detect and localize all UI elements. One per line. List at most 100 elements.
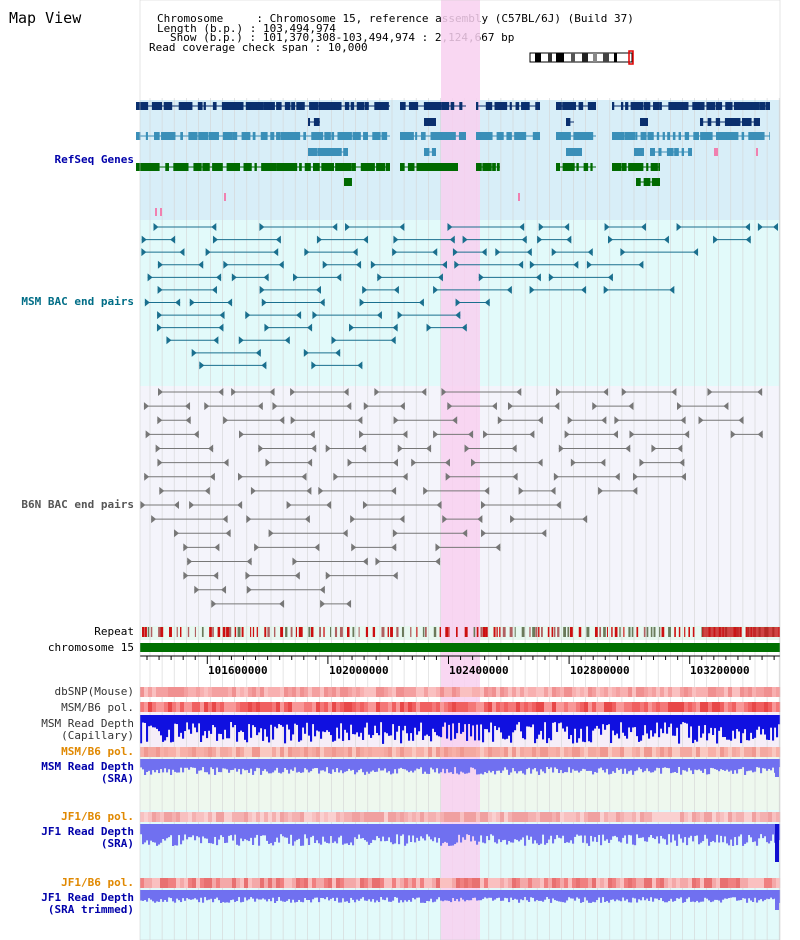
refseq-genes-track[interactable] bbox=[136, 102, 770, 216]
depth-bin bbox=[408, 715, 411, 741]
gene-exon bbox=[621, 163, 627, 171]
bac-end bbox=[481, 248, 487, 257]
depth-bin bbox=[764, 715, 767, 735]
polymorphism-bin bbox=[700, 747, 705, 757]
depth-bin bbox=[384, 715, 387, 733]
depth-bin bbox=[360, 715, 363, 733]
polymorphism-bin bbox=[268, 687, 273, 697]
depth-bin bbox=[528, 824, 531, 840]
polymorphism-bin bbox=[440, 878, 445, 888]
msm-capillary-depth-track[interactable] bbox=[140, 715, 781, 744]
depth-bin bbox=[640, 890, 643, 901]
polymorphism-bin bbox=[412, 812, 417, 822]
bac-end bbox=[301, 472, 307, 481]
gene-exon bbox=[715, 102, 723, 110]
repeat-track[interactable] bbox=[142, 627, 780, 637]
msm-sra-depth-label[interactable]: MSM Read Depth bbox=[41, 760, 134, 773]
polymorphism-bin bbox=[288, 687, 293, 697]
jf1-pol-label-2[interactable]: JF1/B6 pol. bbox=[61, 876, 134, 889]
depth-bin bbox=[302, 715, 305, 728]
depth-bin bbox=[596, 715, 599, 726]
depth-bin bbox=[376, 824, 379, 837]
depth-bin bbox=[582, 824, 585, 843]
depth-bin bbox=[222, 824, 225, 838]
polymorphism-bin bbox=[640, 878, 645, 888]
depth-bin bbox=[230, 824, 233, 836]
msm-b6-pol-track-1[interactable] bbox=[140, 702, 781, 712]
jf1-pol-label-1[interactable]: JF1/B6 pol. bbox=[61, 810, 134, 823]
depth-bin bbox=[464, 759, 467, 774]
depth-bin bbox=[572, 759, 575, 770]
msm-bac-label[interactable]: MSM BAC end pairs bbox=[21, 295, 134, 308]
polymorphism-bin bbox=[320, 702, 325, 712]
jf1-trimmed-depth-label[interactable]: JF1 Read Depth bbox=[41, 891, 134, 904]
polymorphism-bin bbox=[572, 747, 577, 757]
bac-end bbox=[216, 273, 222, 282]
bac-end bbox=[157, 458, 163, 467]
dbsnp-label[interactable]: dbSNP(Mouse) bbox=[54, 685, 134, 698]
jf1-sra-depth-track[interactable] bbox=[140, 824, 781, 862]
depth-bin bbox=[284, 715, 287, 744]
depth-bin bbox=[250, 759, 253, 769]
polymorphism-bin bbox=[708, 878, 713, 888]
polymorphism-bin bbox=[744, 687, 749, 697]
depth-bin bbox=[642, 824, 645, 838]
axis-tick-label: 101600000 bbox=[208, 664, 268, 677]
msm-pol-label-1[interactable]: MSM/B6 pol. bbox=[61, 701, 134, 714]
bac-end bbox=[316, 235, 322, 244]
bac-end bbox=[426, 323, 432, 332]
depth-bin bbox=[446, 824, 449, 843]
msm-sra-depth-track[interactable] bbox=[140, 759, 781, 777]
polymorphism-bin bbox=[692, 747, 697, 757]
jf1-sra-trimmed-depth-track[interactable] bbox=[140, 890, 781, 910]
repeat-element bbox=[445, 627, 449, 637]
depth-bin bbox=[306, 759, 309, 770]
bac-end bbox=[641, 223, 647, 231]
msm-b6-pol-track-2[interactable] bbox=[140, 747, 781, 757]
polymorphism-bin bbox=[560, 812, 565, 822]
b6n-bac-label[interactable]: B6N BAC end pairs bbox=[21, 498, 134, 511]
depth-bin bbox=[460, 715, 463, 734]
depth-bin bbox=[286, 890, 289, 901]
polymorphism-bin bbox=[512, 687, 517, 697]
jf1-b6-pol-track-2[interactable] bbox=[140, 878, 781, 888]
b6n-bac-track[interactable] bbox=[140, 388, 763, 608]
polymorphism-bin bbox=[700, 878, 705, 888]
depth-bin bbox=[448, 759, 451, 773]
depth-bin bbox=[592, 824, 595, 842]
depth-bin bbox=[708, 715, 711, 734]
depth-bin bbox=[644, 824, 647, 842]
gene-exon bbox=[620, 102, 624, 110]
gene-exon bbox=[485, 102, 493, 110]
msm-bac-track[interactable] bbox=[141, 223, 778, 370]
depth-bin bbox=[222, 890, 225, 903]
gene-exon bbox=[748, 132, 754, 140]
msm-pol-label-2[interactable]: MSM/B6 pol. bbox=[61, 745, 134, 758]
repeat-element bbox=[532, 627, 536, 637]
refseq-genes-label[interactable]: RefSeq Genes bbox=[54, 153, 134, 166]
gene-exon bbox=[682, 102, 689, 110]
depth-bin bbox=[348, 759, 351, 769]
dbsnp-track[interactable] bbox=[140, 687, 781, 697]
bac-end bbox=[620, 248, 626, 257]
repeat-element bbox=[144, 627, 147, 637]
jf1-b6-pol-track-1[interactable] bbox=[140, 812, 781, 822]
polymorphism-bin bbox=[496, 878, 501, 888]
depth-bin bbox=[466, 759, 469, 774]
chromosome-bar[interactable] bbox=[140, 643, 780, 652]
bac-end bbox=[436, 501, 442, 509]
polymorphism-bin bbox=[404, 747, 409, 757]
depth-bin bbox=[620, 824, 623, 843]
depth-bin bbox=[268, 824, 271, 844]
polymorphism-bin bbox=[304, 747, 309, 757]
bac-end bbox=[336, 273, 342, 282]
jf1-sra-depth-label[interactable]: JF1 Read Depth bbox=[41, 825, 134, 838]
depth-bin bbox=[386, 890, 389, 898]
depth-bin bbox=[580, 715, 583, 729]
polymorphism-bin bbox=[448, 687, 453, 697]
polymorphism-bin bbox=[404, 812, 409, 822]
msm-capillary-depth-label[interactable]: MSM Read Depth bbox=[41, 717, 134, 730]
polymorphism-bin bbox=[768, 812, 773, 822]
bac-end bbox=[481, 529, 487, 538]
